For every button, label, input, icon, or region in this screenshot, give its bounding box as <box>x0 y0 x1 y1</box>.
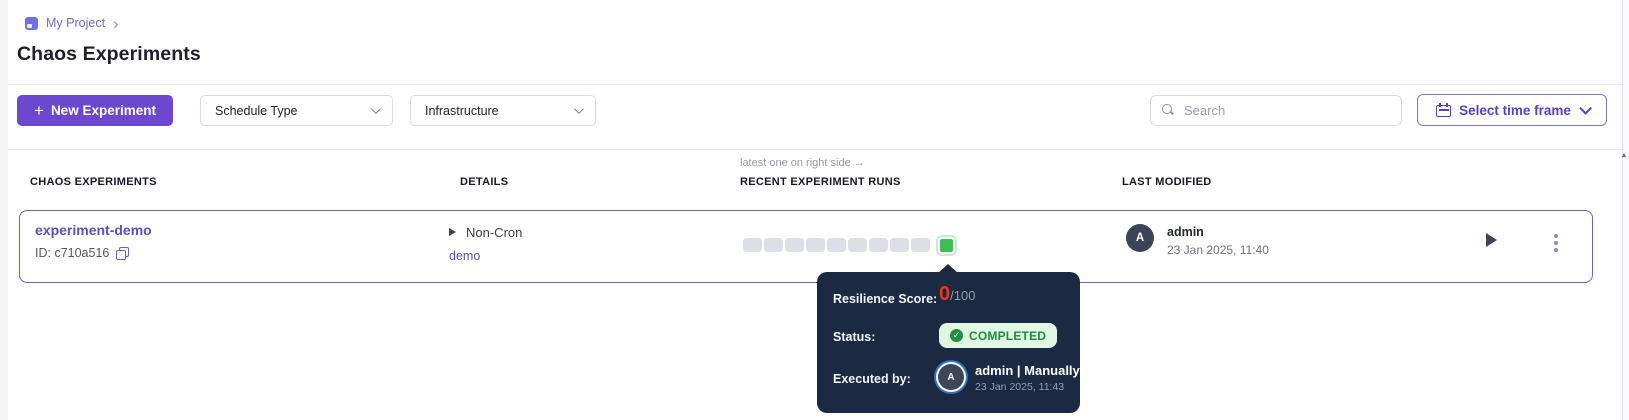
run-indicator[interactable] <box>869 238 888 252</box>
run-experiment-play-icon[interactable] <box>1486 233 1497 247</box>
breadcrumb-project-link[interactable]: My Project <box>46 16 106 30</box>
executed-by-name: admin | Manually <box>975 363 1080 378</box>
schedule-type-value: Non-Cron <box>466 225 523 240</box>
run-indicator[interactable] <box>743 238 762 252</box>
check-circle-icon: ✓ <box>950 329 963 342</box>
left-gutter <box>0 0 8 420</box>
search-icon <box>1162 104 1175 117</box>
status-label: Status: <box>833 330 876 344</box>
modified-date: 23 Jan 2025, 11:40 <box>1167 243 1269 257</box>
experiment-id-label: ID: c710a516 <box>35 246 110 260</box>
run-indicator[interactable] <box>911 238 930 252</box>
status-badge: ✓ COMPLETED <box>939 323 1058 348</box>
copy-icon[interactable] <box>116 246 130 260</box>
chevron-down-icon <box>573 104 584 115</box>
expand-caret-icon[interactable] <box>449 228 456 236</box>
schedule-type-select[interactable]: Schedule Type <box>200 95 393 126</box>
run-indicator[interactable] <box>764 238 783 252</box>
project-icon <box>25 16 38 30</box>
new-experiment-label: New Experiment <box>50 103 156 118</box>
breadcrumb: My Project › <box>25 13 119 33</box>
row-menu-kebab-icon[interactable] <box>1551 231 1561 255</box>
toolbar-divider <box>8 149 1622 150</box>
infrastructure-select[interactable]: Infrastructure <box>410 95 596 126</box>
run-indicator[interactable] <box>806 238 825 252</box>
chevron-down-icon <box>370 104 381 115</box>
scroll-up-arrow-icon[interactable]: ▲ <box>1620 152 1628 159</box>
avatar: A <box>1126 224 1154 252</box>
table-row[interactable]: experiment-demo ID: c710a516 Non-Cron de… <box>19 210 1593 283</box>
run-indicator[interactable] <box>848 238 867 252</box>
run-details-tooltip: Resilience Score: 0 /100 Status: ✓ COMPL… <box>817 264 1080 413</box>
column-header-last-modified: LAST MODIFIED <box>1122 176 1212 188</box>
column-header-chaos-experiments: CHAOS EXPERIMENTS <box>30 176 157 188</box>
executed-by-avatar: A <box>938 364 964 390</box>
run-indicator[interactable] <box>785 238 804 252</box>
resilience-score-value: 0 /100 <box>939 283 975 306</box>
run-indicator-latest[interactable] <box>938 236 955 254</box>
page-title: Chaos Experiments <box>17 43 201 65</box>
search-input[interactable] <box>1184 103 1390 118</box>
runs-annotation: latest one on right side → <box>740 157 865 169</box>
status-value: COMPLETED <box>969 328 1047 343</box>
schedule-type-label: Schedule Type <box>215 103 298 118</box>
run-indicator[interactable] <box>827 238 846 252</box>
infrastructure-label: Infrastructure <box>425 103 499 118</box>
experiment-runs <box>743 232 955 258</box>
executed-by-label: Executed by: <box>833 372 911 386</box>
score-total: /100 <box>950 288 976 303</box>
select-time-frame-button[interactable]: Select time frame <box>1417 94 1607 126</box>
experiment-id: ID: c710a516 <box>35 246 130 260</box>
chevron-right-icon: › <box>113 13 119 33</box>
score-number: 0 <box>939 283 951 305</box>
modified-by-name: admin <box>1167 225 1204 239</box>
header-divider <box>8 84 1622 85</box>
calendar-icon <box>1436 103 1452 117</box>
time-frame-label: Select time frame <box>1459 102 1571 118</box>
new-experiment-button[interactable]: + New Experiment <box>17 95 173 126</box>
executed-date: 23 Jan 2025, 11:43 <box>975 381 1065 393</box>
experiment-name-link[interactable]: experiment-demo <box>35 222 152 238</box>
column-header-recent-runs: RECENT EXPERIMENT RUNS <box>740 176 901 188</box>
infrastructure-link[interactable]: demo <box>449 249 481 263</box>
chevron-down-icon <box>1579 101 1592 115</box>
run-indicator[interactable] <box>890 238 909 252</box>
search-box <box>1150 95 1402 126</box>
resilience-score-label: Resilience Score: <box>833 292 938 306</box>
column-header-details: DETAILS <box>460 176 509 188</box>
vertical-scrollbar[interactable] <box>1622 0 1629 420</box>
plus-icon: + <box>34 101 44 120</box>
